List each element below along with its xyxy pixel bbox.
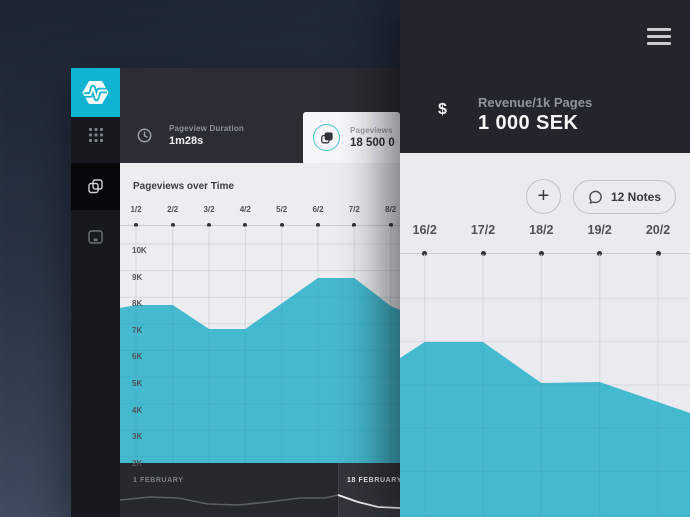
x-tick-dot	[243, 223, 248, 227]
pageviews-area-chart: 10K 9K 8K 7K 6K 5K 4K 3K 2K	[120, 226, 400, 468]
speech-bubble-icon	[589, 190, 602, 204]
x-tick-dot	[655, 250, 661, 256]
x-tick-dot	[597, 250, 603, 256]
x-tick-dot	[480, 250, 486, 256]
x-tick-dot	[352, 223, 357, 227]
pulse-hexagon-logo	[82, 81, 109, 104]
revenue-metric-label: Revenue/1k Pages	[478, 95, 593, 110]
tab-value: 18 500 0	[350, 137, 395, 149]
x-tick-label: 4/2	[239, 205, 251, 214]
x-tick-dot	[388, 223, 393, 227]
x-tick-dot	[207, 223, 211, 227]
dollar-icon: $	[438, 101, 447, 118]
display-icon	[88, 230, 103, 244]
x-tick-label: 1/2	[130, 205, 142, 214]
app-logo-icon[interactable]	[71, 68, 120, 117]
x-tick-dot	[538, 250, 544, 256]
x-tick-dot	[422, 250, 428, 256]
revenue-panel: $ Revenue/1k Pages 1 000 SEK + 12 Notes …	[400, 0, 690, 517]
x-tick-dot	[279, 223, 284, 227]
x-tick-label: 20/2	[645, 223, 671, 237]
sidebar-item-grid[interactable]	[71, 121, 120, 149]
y-tick-label: 6K	[132, 352, 143, 362]
x-tick-label: 17/2	[470, 223, 496, 237]
x-tick-label: 19/2	[587, 223, 612, 237]
tab-pageviews[interactable]: Pageviews 18 500 0	[303, 112, 400, 163]
y-tick-label: 10K	[132, 246, 147, 255]
sidebar-item-display[interactable]	[71, 223, 120, 251]
x-tick-label: 2/2	[167, 205, 179, 214]
add-note-button[interactable]: +	[526, 179, 561, 214]
grid-icon	[88, 128, 103, 142]
y-tick-label: 8K	[132, 299, 143, 309]
x-tick-label: 16/2	[412, 223, 437, 237]
left-main-area: Pageview Duration 1m28s Pageviews 18 500…	[120, 68, 400, 517]
x-tick-label: 6/2	[312, 205, 324, 214]
x-axis: 1/2 2/2 3/2 4/2 5/2 6/2 7/2 8/2	[120, 205, 400, 227]
x-tick-dot	[134, 223, 138, 227]
y-tick-label: 3K	[132, 432, 143, 442]
x-tick-label: 5/2	[276, 205, 288, 214]
revenue-header: $ Revenue/1k Pages 1 000 SEK	[400, 0, 690, 153]
tab-label: Pageview Duration	[169, 124, 244, 133]
y-tick-label: 4K	[132, 405, 143, 415]
menu-icon[interactable]	[647, 28, 671, 49]
y-tick-label: 7K	[132, 325, 143, 335]
notes-button-label: 12 Notes	[611, 190, 662, 204]
timeline-brush-selection[interactable]: 18 FEBRUARY	[338, 463, 400, 517]
y-tick-label: 5K	[132, 379, 143, 388]
revenue-body: + 12 Notes 16/2 17/2 18/2 19/2 20/2	[400, 153, 690, 517]
clock-icon	[137, 128, 152, 143]
x-tick-label: 18/2	[529, 223, 554, 237]
date-range-selector[interactable]: 18 FEBRUARY 1 FEBRUARY	[120, 463, 400, 517]
timeline-end-label: 18 FEBRUARY	[347, 477, 400, 484]
notes-button[interactable]: 12 Notes	[573, 180, 677, 214]
pages-icon	[88, 179, 103, 194]
tab-label: Pageviews	[350, 126, 393, 135]
x-tick-dot	[316, 223, 320, 227]
pageviews-chart-card: Pageviews over Time 1/2 2/2 3/2 4/2 5/2 6/2 7/…	[120, 163, 400, 468]
pages-icon	[313, 124, 340, 151]
tab-value: 1m28s	[169, 135, 204, 147]
x-axis: 16/2 17/2 18/2 19/2 20/2	[400, 223, 690, 256]
y-tick-label: 9K	[132, 272, 143, 282]
tab-pageview-duration[interactable]: Pageview Duration 1m28s	[137, 124, 244, 147]
sidebar	[71, 68, 120, 517]
x-tick-label: 3/2	[203, 205, 215, 214]
analytics-dashboard-window: Pageview Duration 1m28s Pageviews 18 500…	[71, 68, 400, 517]
revenue-metric-value: 1 000 SEK	[478, 112, 579, 134]
revenue-area-chart	[400, 254, 690, 517]
timeline-start-label: 1 FEBRUARY	[133, 477, 184, 484]
x-tick-label: 8/2	[385, 205, 397, 214]
x-tick-label: 7/2	[348, 205, 360, 214]
x-tick-dot	[170, 223, 175, 227]
y-tick-label: 2K	[132, 458, 143, 468]
chart-title: Pageviews over Time	[133, 181, 234, 192]
sidebar-item-pages[interactable]	[71, 163, 120, 210]
metric-tabs-bar: Pageview Duration 1m28s Pageviews 18 500…	[120, 68, 400, 163]
